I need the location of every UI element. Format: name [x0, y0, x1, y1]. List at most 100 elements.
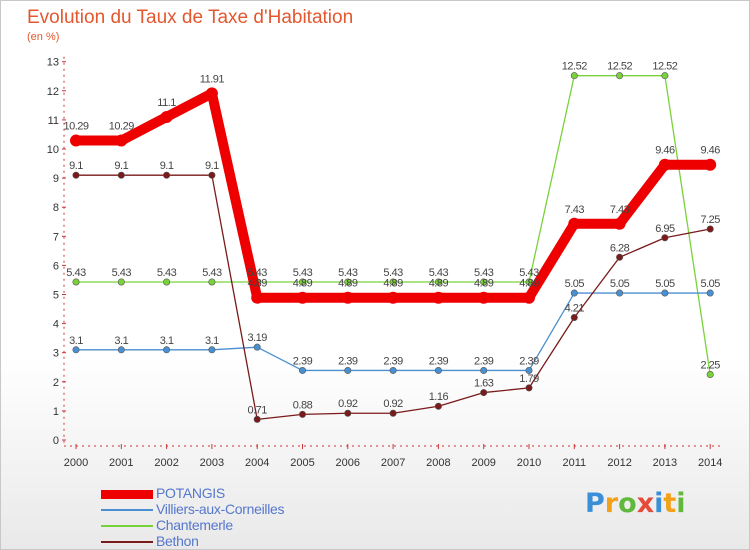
- data-label: 5.43: [338, 267, 358, 279]
- data-label: 3.1: [160, 335, 174, 347]
- data-label: 1.16: [429, 391, 449, 403]
- data-label: 2.39: [293, 355, 313, 367]
- y-tick-label: 9: [53, 173, 59, 185]
- x-tick-label: 2008: [426, 457, 450, 469]
- data-point: [616, 253, 624, 261]
- data-label: 7.25: [700, 214, 720, 226]
- data-label: 5.43: [66, 267, 86, 279]
- data-label: 6.28: [610, 242, 630, 254]
- data-point: [525, 384, 533, 392]
- x-tick-label: 2013: [653, 457, 677, 469]
- data-label: 5.43: [383, 267, 403, 279]
- data-label: 9.1: [160, 160, 174, 172]
- data-point: [208, 346, 216, 354]
- data-label: 9.46: [655, 145, 675, 157]
- y-tick-label: 2: [53, 377, 59, 389]
- y-tick-label: 13: [47, 57, 59, 69]
- data-label: 7.43: [565, 204, 585, 216]
- data-label: 9.1: [69, 160, 83, 172]
- data-point: [344, 278, 352, 286]
- data-point: [389, 366, 397, 374]
- data-label: 5.43: [474, 267, 494, 279]
- data-point: [477, 291, 490, 304]
- data-point: [704, 158, 717, 171]
- data-point: [706, 225, 714, 233]
- data-point: [434, 278, 442, 286]
- y-tick-label: 7: [53, 231, 59, 243]
- data-label: 5.05: [700, 278, 720, 290]
- legend-swatch: [101, 489, 153, 499]
- legend-swatch: [101, 541, 153, 543]
- y-tick-label: 5: [53, 290, 59, 302]
- data-point: [568, 217, 581, 230]
- chart-title: Evolution du Taux de Taxe d'Habitation: [27, 7, 354, 28]
- data-label: 12.52: [562, 61, 587, 73]
- data-point: [72, 171, 80, 179]
- x-tick-label: 2010: [517, 457, 541, 469]
- data-label: 2.39: [429, 355, 449, 367]
- data-label: 5.05: [565, 278, 585, 290]
- data-label: 4.89: [474, 278, 494, 290]
- data-point: [163, 171, 171, 179]
- data-label: 6.95: [655, 223, 675, 235]
- data-label: 0.92: [338, 398, 358, 410]
- data-label: 5.05: [655, 278, 675, 290]
- data-point: [117, 278, 125, 286]
- data-point: [298, 278, 306, 286]
- data-label: 2.25: [700, 360, 720, 372]
- data-point: [389, 278, 397, 286]
- y-tick-label: 10: [47, 144, 59, 156]
- logo-letter: x: [636, 488, 655, 519]
- data-label: 2.39: [474, 355, 494, 367]
- data-point: [434, 402, 442, 410]
- data-label: 5.43: [157, 267, 177, 279]
- data-point: [208, 171, 216, 179]
- y-tick-label: 8: [53, 202, 59, 214]
- data-point: [163, 346, 171, 354]
- data-label: 7.43: [610, 204, 630, 216]
- data-label: 4.89: [429, 278, 449, 290]
- data-label: 5.43: [429, 267, 449, 279]
- data-point: [389, 409, 397, 417]
- logo-letter: P: [585, 488, 605, 519]
- y-tick-label: 6: [53, 260, 59, 272]
- data-point: [525, 366, 533, 374]
- data-label: 0.92: [383, 398, 403, 410]
- data-label: 0.71: [247, 404, 267, 416]
- data-point: [480, 389, 488, 397]
- data-label: 2.39: [383, 355, 403, 367]
- x-tick-label: 2005: [290, 457, 314, 469]
- logo-letter: o: [618, 488, 637, 519]
- legend-label: Bethon: [156, 533, 199, 549]
- data-label: 11.1: [157, 97, 176, 109]
- logo-letter: t: [663, 488, 677, 519]
- y-tick-label: 11: [48, 115, 59, 127]
- data-point: [706, 289, 714, 297]
- data-label: 10.29: [63, 121, 88, 133]
- data-label: 9.1: [205, 160, 219, 172]
- data-point: [570, 289, 578, 297]
- data-point: [387, 291, 400, 304]
- logo-letter: r: [604, 488, 619, 519]
- data-label: 4.89: [293, 278, 313, 290]
- data-point: [205, 87, 218, 100]
- data-point: [344, 366, 352, 374]
- x-tick-label: 2002: [154, 457, 178, 469]
- data-label: 1.63: [474, 378, 494, 390]
- data-label: 9.1: [114, 160, 128, 172]
- data-label: 11.91: [200, 73, 225, 85]
- data-point: [253, 343, 261, 351]
- data-point: [661, 234, 669, 242]
- data-label: 0.88: [293, 399, 313, 411]
- data-label: 12.52: [652, 61, 677, 73]
- x-tick-label: 2001: [109, 457, 133, 469]
- data-label: 3.1: [205, 335, 219, 347]
- data-point: [570, 313, 578, 321]
- data-label: 5.05: [610, 278, 630, 290]
- chart-subtitle: (en %): [27, 31, 60, 43]
- legend-label: POTANGIS: [156, 485, 225, 501]
- data-point: [706, 371, 714, 379]
- data-label: 5.43: [112, 267, 132, 279]
